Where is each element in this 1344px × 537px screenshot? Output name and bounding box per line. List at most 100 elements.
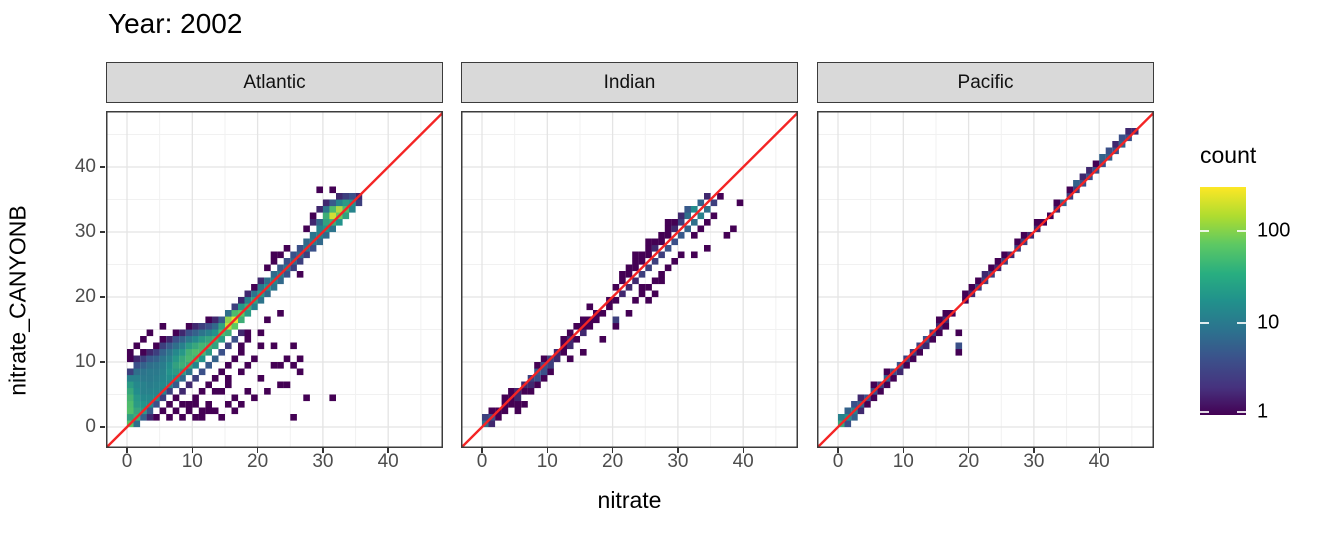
count-bin (838, 414, 845, 421)
count-bin (547, 362, 554, 369)
count-bin (211, 388, 219, 395)
count-bin (870, 381, 878, 389)
count-bin (658, 232, 665, 239)
count-bin (730, 225, 737, 233)
count-bin (185, 329, 193, 337)
count-bin (166, 388, 173, 395)
count-bin (1099, 154, 1106, 161)
count-bin (309, 245, 317, 252)
count-bin (179, 362, 186, 369)
count-bin (198, 323, 206, 330)
count-bin (192, 336, 199, 343)
count-bin (316, 186, 323, 194)
count-bin (166, 375, 173, 382)
count-bin (283, 271, 291, 278)
x-axis-tick (837, 448, 839, 453)
count-bin (527, 388, 535, 395)
count-bin (257, 297, 265, 304)
count-bin (159, 342, 167, 350)
count-bin (211, 316, 219, 324)
count-bin (140, 388, 147, 395)
count-bin (211, 355, 219, 363)
count-bin (264, 388, 271, 395)
count-bin (127, 375, 134, 382)
count-bin (883, 368, 891, 376)
count-bin (296, 355, 304, 363)
count-bin (677, 251, 685, 259)
count-bin (527, 381, 535, 389)
count-bin (198, 407, 206, 415)
count-bin (159, 407, 167, 415)
count-bin (638, 258, 646, 265)
count-bin (192, 401, 199, 408)
count-bin (172, 336, 180, 343)
count-bin (238, 329, 245, 337)
count-bin (153, 381, 160, 389)
count-bin (179, 355, 186, 363)
count-bin (133, 368, 141, 376)
facet-panel-indian (461, 111, 798, 448)
count-bin (218, 323, 225, 330)
count-bin (658, 251, 665, 259)
count-bin (231, 310, 239, 317)
count-bin (179, 342, 186, 350)
legend: count (1199, 142, 1339, 187)
count-bin (231, 394, 239, 402)
count-bin (140, 394, 147, 402)
count-bin (146, 375, 154, 382)
count-bin (159, 336, 167, 343)
count-bin (283, 258, 291, 265)
count-bin (198, 368, 206, 376)
count-bin (1118, 134, 1126, 142)
count-bin (133, 388, 141, 395)
count-bin (968, 284, 976, 291)
count-bin (127, 381, 134, 389)
count-bin (251, 290, 258, 298)
y-axis-tick (100, 296, 105, 298)
count-bin (322, 232, 330, 239)
count-bin (553, 355, 561, 363)
count-bin (955, 329, 963, 337)
count-bin (172, 368, 180, 376)
count-bin (929, 336, 936, 343)
count-bin (166, 336, 173, 343)
count-bin (580, 316, 587, 324)
count-bin (612, 323, 620, 330)
facet-strip-label: Pacific (957, 71, 1014, 93)
count-bin (342, 199, 350, 207)
count-bin (870, 394, 878, 402)
count-bin (296, 368, 304, 376)
count-bin (192, 342, 199, 350)
count-bin (198, 388, 206, 395)
count-bin (146, 407, 154, 415)
facet-strip-pacific: Pacific (817, 62, 1154, 103)
count-bin (185, 407, 193, 415)
x-tick-label: 10 (181, 451, 203, 472)
count-bin (664, 219, 672, 226)
count-bin (153, 362, 160, 369)
count-bin (717, 193, 724, 200)
count-bin (1053, 199, 1061, 207)
count-bin (251, 284, 258, 291)
count-bin (691, 206, 698, 213)
count-bin (179, 401, 186, 408)
count-bin (664, 225, 672, 233)
identity-line (817, 111, 1154, 448)
count-bin (896, 368, 904, 376)
count-bin (1014, 238, 1021, 246)
count-bin (625, 284, 633, 291)
count-bin (185, 355, 193, 363)
count-bin (159, 381, 167, 389)
facet-strip-atlantic: Atlantic (106, 62, 443, 103)
count-bin (146, 381, 154, 389)
count-bin (140, 375, 147, 382)
count-bin (205, 381, 212, 389)
count-bin (290, 362, 297, 369)
y-axis-tick (100, 361, 105, 363)
count-bin (677, 219, 685, 226)
count-bin (283, 381, 291, 389)
count-bin (501, 407, 509, 415)
count-bin (185, 323, 193, 330)
count-bin (231, 303, 239, 311)
count-bin (231, 355, 239, 363)
